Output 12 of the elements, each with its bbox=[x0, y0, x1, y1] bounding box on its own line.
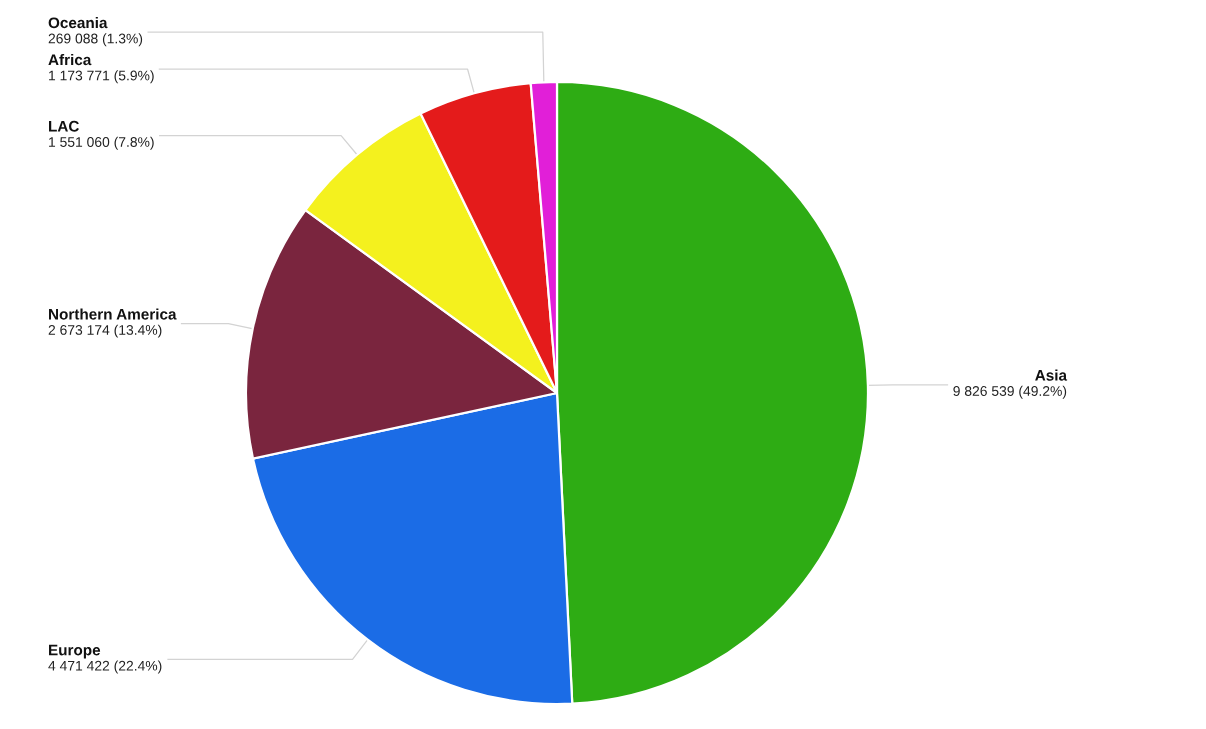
data-label: 4 471 422 (22.4%) bbox=[48, 660, 162, 674]
slice-label: Northern America bbox=[49, 308, 177, 320]
data-label: 9 826 539 (49.2%) bbox=[953, 385, 1067, 399]
data-label: 1 173 771 (5.9%) bbox=[49, 70, 154, 84]
slice-label: Africa bbox=[48, 53, 92, 66]
slice-label: LAC bbox=[49, 120, 79, 132]
slice-label: Europe bbox=[49, 644, 101, 659]
slice-label: Oceania bbox=[48, 16, 108, 29]
data-label: 1 551 060 (7.8%) bbox=[49, 136, 154, 150]
data-label: 2 673 174 (13.4%) bbox=[48, 324, 162, 338]
data-label: 269 088 (1.3%) bbox=[48, 33, 143, 47]
slice-label: Asia bbox=[1035, 369, 1068, 381]
